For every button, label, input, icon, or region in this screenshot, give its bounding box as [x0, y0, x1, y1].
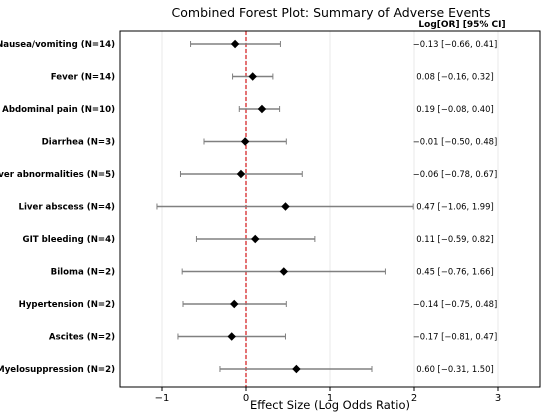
row-label: Liver abnormalities (N=5) [0, 170, 115, 180]
forest-row: Abdominal pain (N=10) 0.19 [−0.08, 0.40] [2, 104, 494, 115]
forest-row: Liver abscess (N=4) 0.47 [−1.06, 1.99] [18, 202, 493, 213]
ci-column-header: Log[OR] [95% CI] [418, 20, 505, 30]
forest-row: Hypertension (N=2) −0.14 [−0.75, 0.48] [19, 299, 498, 310]
ci-text: −0.01 [−0.50, 0.48] [413, 137, 498, 147]
forest-row: Diarrhea (N=3) −0.01 [−0.50, 0.48] [42, 137, 498, 148]
forest-row: Liver abnormalities (N=5) −0.06 [−0.78, 0… [0, 169, 497, 180]
ci-text: 0.45 [−0.76, 1.66] [416, 267, 493, 277]
row-label: Nausea/vomiting (N=14) [0, 40, 115, 50]
point-estimate [281, 202, 290, 211]
ci-text: 0.11 [−0.59, 0.82] [416, 234, 493, 244]
x-axis-label: Effect Size (Log Odds Ratio) [250, 398, 410, 412]
point-estimate [230, 299, 239, 309]
point-estimate [230, 39, 240, 49]
row-label: Biloma (N=2) [51, 268, 115, 278]
ci-text: 0.08 [−0.16, 0.32] [416, 72, 493, 82]
point-estimate [240, 137, 250, 146]
row-label: Ascites (N=2) [49, 333, 115, 343]
row-label: Myelosuppression (N=2) [0, 365, 115, 375]
row-label: Liver abscess (N=4) [18, 203, 115, 213]
forest-row: Biloma (N=2) 0.45 [−0.76, 1.66] [51, 267, 494, 278]
ci-text: −0.14 [−0.75, 0.48] [413, 299, 498, 309]
x-tick-label: 2 [411, 393, 417, 404]
point-estimate [248, 72, 257, 81]
point-estimate [279, 267, 288, 276]
point-estimate [236, 169, 246, 179]
x-axis: −1 0 1 2 3 [155, 387, 501, 404]
rows: Nausea/vomiting (N=14) −0.13 [−0.66, 0.41… [0, 39, 497, 375]
ci-text: 0.19 [−0.08, 0.40] [416, 104, 493, 114]
row-label: Diarrhea (N=3) [42, 138, 115, 148]
row-label: Hypertension (N=2) [19, 300, 115, 310]
x-tick-label: 3 [495, 393, 501, 404]
forest-row: Ascites (N=2) −0.17 [−0.81, 0.47] [49, 332, 497, 343]
point-estimate [292, 364, 301, 374]
ci-text: −0.17 [−0.81, 0.47] [413, 332, 498, 342]
forest-row: Myelosuppression (N=2) 0.60 [−0.31, 1.50] [0, 364, 494, 375]
x-tick-label: −1 [155, 393, 170, 404]
point-estimate [251, 234, 260, 244]
ci-text: −0.06 [−0.78, 0.67] [413, 169, 498, 179]
forest-row: Nausea/vomiting (N=14) −0.13 [−0.66, 0.41… [0, 39, 497, 50]
row-label: Fever (N=14) [51, 73, 115, 83]
forest-row: Fever (N=14) 0.08 [−0.16, 0.32] [51, 72, 494, 83]
point-estimate [227, 332, 236, 341]
x-tick-label: 0 [243, 393, 249, 404]
row-label: GIT bleeding (N=4) [23, 235, 116, 245]
row-label: Abdominal pain (N=10) [2, 105, 115, 115]
x-tick-label: 1 [327, 393, 333, 404]
ci-text: −0.13 [−0.66, 0.41] [413, 39, 498, 49]
ci-text: 0.47 [−1.06, 1.99] [416, 202, 493, 212]
ci-text: 0.60 [−0.31, 1.50] [416, 364, 493, 374]
chart-title: Combined Forest Plot: Summary of Adverse… [172, 5, 491, 20]
forest-row: GIT bleeding (N=4) 0.11 [−0.59, 0.82] [23, 234, 494, 245]
point-estimate [257, 104, 267, 114]
